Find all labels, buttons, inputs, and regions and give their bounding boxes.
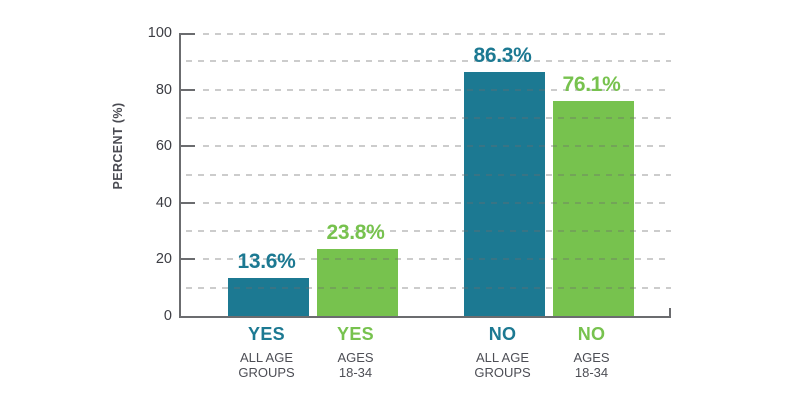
gridline — [186, 286, 671, 289]
gridline — [186, 173, 671, 176]
y-tick-label: 100 — [147, 25, 172, 41]
bar-sub-label: ALL AGE GROUPS — [238, 350, 295, 380]
gridline — [186, 116, 671, 119]
bar-no-2 — [464, 72, 545, 316]
bar-sub-label: ALL AGE GROUPS — [474, 350, 531, 380]
x-label-group: NO ALL AGE GROUPS — [433, 322, 573, 380]
y-tick-mark — [181, 145, 195, 148]
y-tick-label: 60 — [155, 138, 172, 155]
bar-sub-label: AGES 18-34 — [337, 350, 374, 380]
plot-area — [179, 33, 671, 318]
gridline — [203, 258, 671, 261]
y-tick-label: 20 — [155, 251, 172, 268]
x-label-group: YES AGES 18-34 — [286, 322, 426, 380]
gridline — [186, 60, 671, 63]
bar-main-label: YES — [248, 324, 285, 344]
bar-value-label: 23.8% — [326, 221, 385, 244]
y-tick-mark — [181, 201, 195, 204]
bar-sub-label: AGES 18-34 — [573, 350, 610, 380]
bar-no-3 — [553, 101, 634, 316]
y-tick-mark — [181, 258, 195, 261]
y-tick-mark — [181, 88, 195, 91]
y-tick-label: 40 — [155, 194, 172, 211]
gridline — [203, 145, 671, 148]
bar-value-label: 86.3% — [473, 44, 532, 67]
x-label-group: YES ALL AGE GROUPS — [197, 322, 337, 380]
gridline — [203, 201, 671, 204]
baseline-end-tick — [669, 308, 671, 316]
y-tick-mark — [181, 33, 195, 35]
bar-main-label: NO — [488, 324, 517, 344]
gridline — [203, 33, 671, 35]
bar-main-label: NO — [577, 324, 606, 344]
x-label-group: NO AGES 18-34 — [522, 322, 662, 380]
bar-yes-1 — [317, 249, 398, 316]
bar-main-label: YES — [337, 324, 374, 344]
bar-yes-0 — [228, 278, 309, 316]
y-tick-label: 80 — [155, 81, 172, 98]
bar-value-label: 76.1% — [562, 73, 621, 96]
gridline — [203, 88, 671, 91]
y-tick-label: 0 — [163, 308, 172, 324]
gridline — [186, 230, 671, 233]
bar-value-label: 13.6% — [237, 250, 296, 273]
